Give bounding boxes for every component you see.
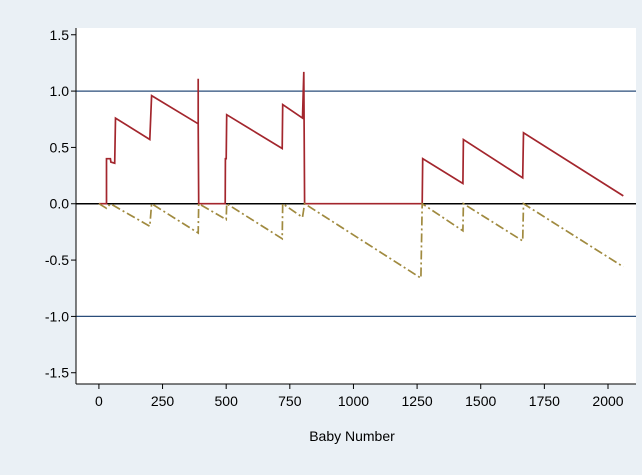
y-tick-label: -1.5	[45, 365, 69, 381]
x-tick-label: 1750	[529, 393, 560, 409]
x-tick-label: 1250	[402, 393, 433, 409]
x-axis-label: Baby Number	[309, 428, 395, 444]
x-axis-ticks: 0 250 500 750 1000 1250 1500 1750 2000	[95, 384, 624, 409]
x-tick-label: 2000	[592, 393, 623, 409]
x-tick-label: 1000	[338, 393, 369, 409]
y-tick-label: 0.0	[50, 196, 70, 212]
x-tick-label: 0	[95, 393, 103, 409]
plot-area	[76, 28, 636, 384]
x-tick-label: 750	[278, 393, 302, 409]
y-tick-label: -0.5	[45, 252, 69, 268]
y-tick-label: 1.0	[50, 83, 70, 99]
y-tick-label: 1.5	[50, 27, 70, 43]
y-tick-label: 0.5	[50, 139, 70, 155]
x-tick-label: 250	[151, 393, 175, 409]
y-axis-ticks: 1.5 1.0 0.5 0.0 -0.5 -1.0 -1.5	[45, 27, 76, 381]
series-line-0	[98, 71, 624, 205]
x-tick-label: 500	[215, 393, 239, 409]
series-layer	[98, 71, 624, 280]
y-tick-label: -1.0	[45, 308, 69, 324]
x-tick-label: 1500	[465, 393, 496, 409]
series-line-1	[98, 202, 624, 280]
